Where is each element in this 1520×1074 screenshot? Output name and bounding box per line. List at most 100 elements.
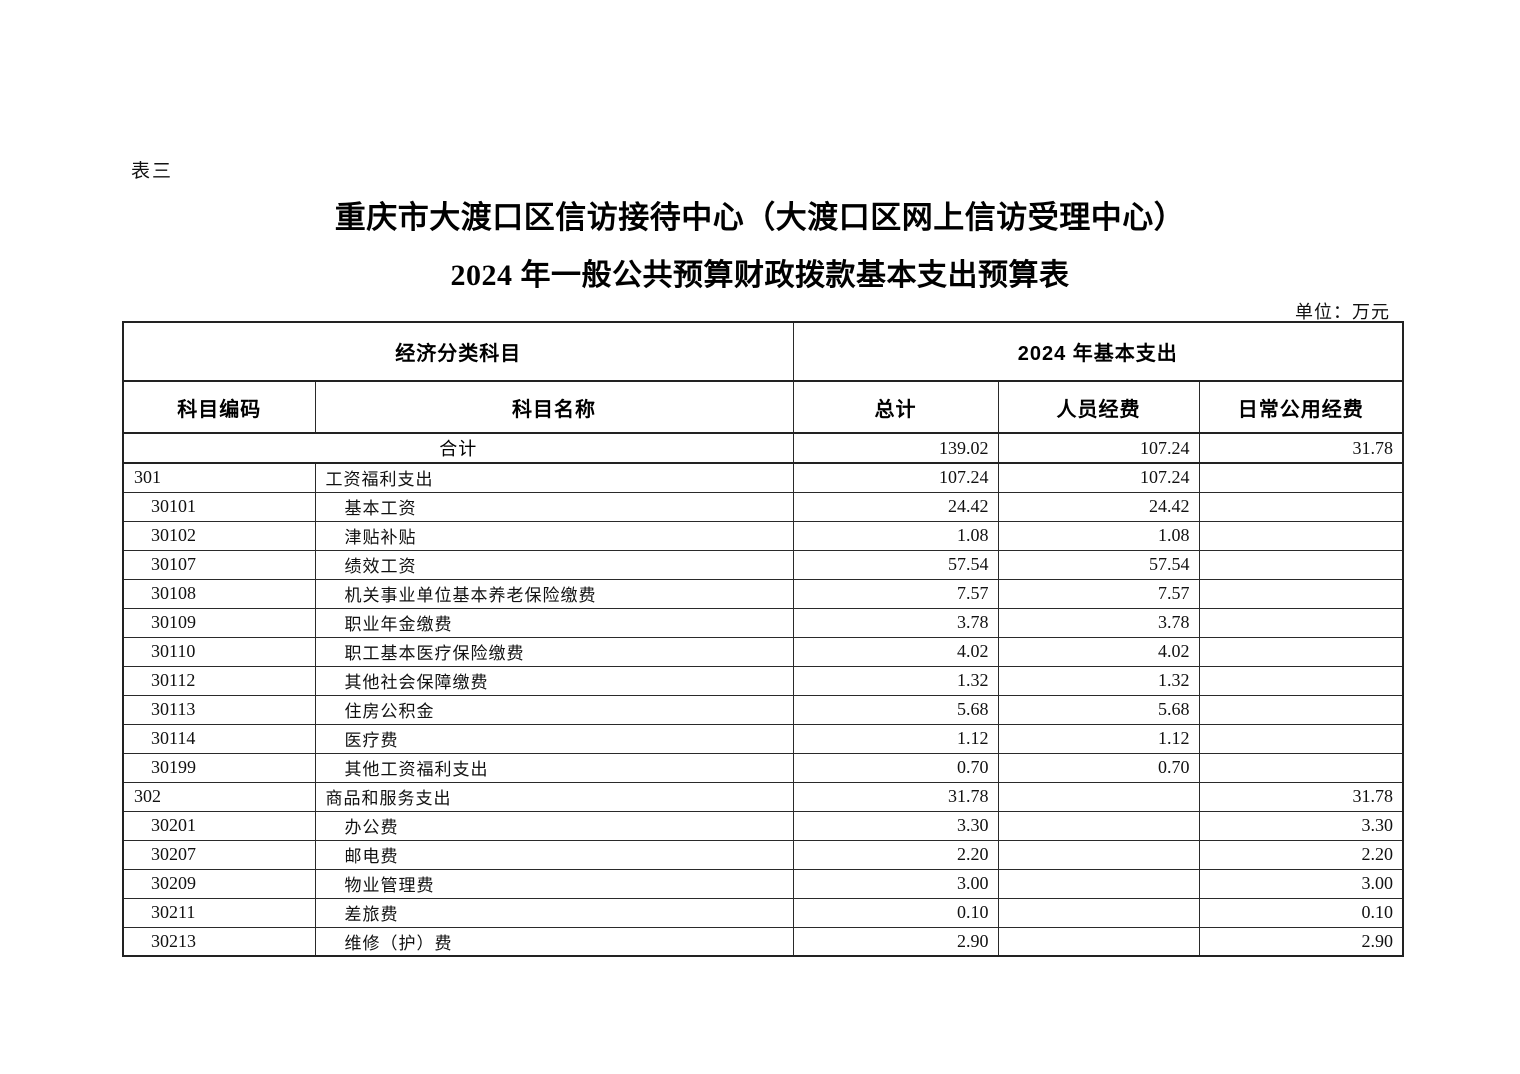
personnel-value: 1.32 — [997, 665, 1200, 696]
personnel-value: 1.08 — [997, 520, 1200, 551]
subject-code: 30201 — [122, 810, 316, 841]
subject-name: 基本工资 — [314, 491, 794, 522]
subject-code: 30207 — [122, 839, 316, 870]
total-value: 57.54 — [792, 549, 999, 580]
daily-value — [1198, 607, 1404, 638]
personnel-value: 0.70 — [997, 752, 1200, 783]
subject-name: 津贴补贴 — [314, 520, 794, 551]
table-row: 30211 差旅费 0.10 0.10 — [122, 897, 1404, 928]
subject-name: 住房公积金 — [314, 694, 794, 725]
personnel-value: 5.68 — [997, 694, 1200, 725]
table-row-total: 合计 139.02 107.24 31.78 — [122, 432, 1404, 464]
table-row: 301 工资福利支出 107.24 107.24 — [122, 462, 1404, 493]
subject-code: 30107 — [122, 549, 316, 580]
total-value: 0.70 — [792, 752, 999, 783]
personnel-value — [997, 926, 1200, 957]
subject-name: 绩效工资 — [314, 549, 794, 580]
total-value: 2.90 — [792, 926, 999, 957]
daily-value — [1198, 491, 1404, 522]
page-title: 重庆市大渡口区信访接待中心（大渡口区网上信访受理中心） — [334, 200, 1186, 235]
subject-code: 30211 — [122, 897, 316, 928]
personnel-value — [997, 839, 1200, 870]
personnel-value: 1.12 — [997, 723, 1200, 754]
table-row: 30110 职工基本医疗保险缴费 4.02 4.02 — [122, 636, 1404, 667]
subject-code: 301 — [122, 462, 316, 493]
subject-name: 其他社会保障缴费 — [314, 665, 794, 696]
total-value: 139.02 — [792, 432, 999, 464]
table-row: 30201 办公费 3.30 3.30 — [122, 810, 1404, 841]
daily-value: 31.78 — [1198, 781, 1404, 812]
subject-name: 职工基本医疗保险缴费 — [314, 636, 794, 667]
daily-value: 3.00 — [1198, 868, 1404, 899]
total-value: 3.00 — [792, 868, 999, 899]
header-subject-code: 科目编码 — [122, 380, 316, 434]
total-value: 1.32 — [792, 665, 999, 696]
personnel-value: 3.78 — [997, 607, 1200, 638]
daily-value: 3.30 — [1198, 810, 1404, 841]
subject-code: 30113 — [122, 694, 316, 725]
unit-note: 单位：万元 — [1295, 302, 1390, 322]
daily-value — [1198, 462, 1404, 493]
table-row: 30112 其他社会保障缴费 1.32 1.32 — [122, 665, 1404, 696]
subject-code: 30209 — [122, 868, 316, 899]
daily-value — [1198, 549, 1404, 580]
total-value: 1.08 — [792, 520, 999, 551]
daily-value — [1198, 694, 1404, 725]
table-row: 30213 维修（护）费 2.90 2.90 — [122, 926, 1404, 957]
daily-value — [1198, 578, 1404, 609]
table-row: 30102 津贴补贴 1.08 1.08 — [122, 520, 1404, 551]
personnel-value: 57.54 — [997, 549, 1200, 580]
daily-value — [1198, 752, 1404, 783]
subject-code: 30199 — [122, 752, 316, 783]
subject-name: 医疗费 — [314, 723, 794, 754]
table-row: 30113 住房公积金 5.68 5.68 — [122, 694, 1404, 725]
header-subject-name: 科目名称 — [314, 380, 794, 434]
personnel-value: 4.02 — [997, 636, 1200, 667]
personnel-value — [997, 781, 1200, 812]
budget-table: 经济分类科目 2024 年基本支出 科目编码 科目名称 总计 人员经费 日常公用… — [122, 321, 1405, 957]
page-subtitle: 2024 年一般公共预算财政拨款基本支出预算表 — [450, 259, 1070, 292]
daily-value — [1198, 520, 1404, 551]
subject-name: 工资福利支出 — [314, 462, 794, 493]
total-value: 107.24 — [792, 462, 999, 493]
total-value: 5.68 — [792, 694, 999, 725]
personnel-value: 107.24 — [997, 462, 1200, 493]
table-row: 30101 基本工资 24.42 24.42 — [122, 491, 1404, 522]
subject-name: 物业管理费 — [314, 868, 794, 899]
total-row-label: 合计 — [122, 432, 794, 464]
table-row: 30207 邮电费 2.20 2.20 — [122, 839, 1404, 870]
sheet-label: 表三 — [131, 161, 174, 182]
personnel-value: 7.57 — [997, 578, 1200, 609]
header-economic-classification: 经济分类科目 — [122, 321, 794, 382]
total-value: 1.12 — [792, 723, 999, 754]
subject-name: 维修（护）费 — [314, 926, 794, 957]
header-2024-basic-expenditure: 2024 年基本支出 — [792, 321, 1404, 382]
table-header-group-row: 经济分类科目 2024 年基本支出 — [122, 321, 1404, 382]
subject-code: 30101 — [122, 491, 316, 522]
subject-code: 30213 — [122, 926, 316, 957]
table-row: 30114 医疗费 1.12 1.12 — [122, 723, 1404, 754]
total-value: 31.78 — [792, 781, 999, 812]
subject-code: 30112 — [122, 665, 316, 696]
header-daily-public-expense: 日常公用经费 — [1198, 380, 1404, 434]
table-row: 30107 绩效工资 57.54 57.54 — [122, 549, 1404, 580]
personnel-value — [997, 897, 1200, 928]
table-row: 302 商品和服务支出 31.78 31.78 — [122, 781, 1404, 812]
daily-value: 2.90 — [1198, 926, 1404, 957]
header-total: 总计 — [792, 380, 999, 434]
table-row: 30209 物业管理费 3.00 3.00 — [122, 868, 1404, 899]
subject-code: 30102 — [122, 520, 316, 551]
table-header-row: 科目编码 科目名称 总计 人员经费 日常公用经费 — [122, 380, 1404, 434]
personnel-value — [997, 868, 1200, 899]
subject-name: 商品和服务支出 — [314, 781, 794, 812]
personnel-value: 107.24 — [997, 432, 1200, 464]
daily-value: 2.20 — [1198, 839, 1404, 870]
daily-value — [1198, 665, 1404, 696]
daily-value: 31.78 — [1198, 432, 1404, 464]
daily-value — [1198, 723, 1404, 754]
table-row: 30199 其他工资福利支出 0.70 0.70 — [122, 752, 1404, 783]
subject-name: 其他工资福利支出 — [314, 752, 794, 783]
subject-name: 办公费 — [314, 810, 794, 841]
subject-code: 30114 — [122, 723, 316, 754]
